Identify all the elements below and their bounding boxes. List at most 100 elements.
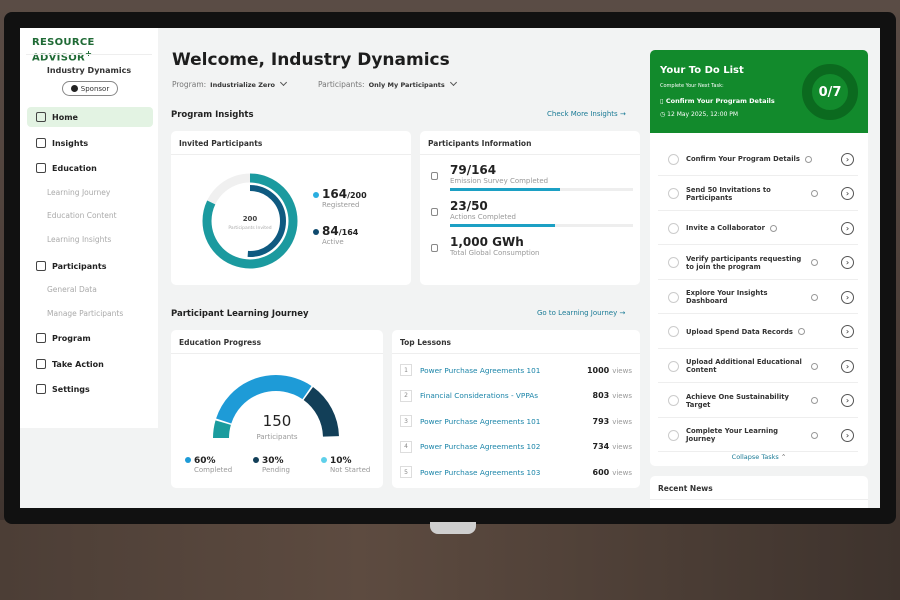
progress-bar <box>450 188 633 191</box>
due-date: ◷ 12 May 2025, 12:00 PM <box>660 111 739 118</box>
chart-pie-icon <box>36 138 46 148</box>
sidebar-item-manage-participants[interactable]: Manage Participants <box>47 309 124 318</box>
todo-task[interactable]: Invite a Collaborator › <box>658 212 858 245</box>
todo-task[interactable]: Explore Your Insights Dashboard › <box>658 281 858 314</box>
help-icon[interactable] <box>811 259 818 266</box>
todo-task[interactable]: Achieve One Sustainability Target › <box>658 385 858 418</box>
todo-task[interactable]: Upload Spend Data Records › <box>658 316 858 349</box>
lesson-row[interactable]: 4 Power Purchase Agreements 102 734 views <box>400 434 632 460</box>
todo-list: Confirm Your Program Details › Send 50 Inv… <box>650 133 868 466</box>
lesson-row[interactable]: 3 Power Purchase Agreements 101 793 views <box>400 408 632 434</box>
sidebar-item-general-data[interactable]: General Data <box>47 285 97 294</box>
help-icon[interactable] <box>804 155 812 163</box>
sponsor-icon <box>70 85 78 92</box>
chevron-right-icon[interactable]: › <box>841 256 854 269</box>
todo-progress-ring: 0/7 <box>802 64 858 120</box>
todo-task[interactable]: Send 50 Invitations to Participants › <box>658 178 858 211</box>
chevron-right-icon[interactable]: › <box>841 394 854 407</box>
invited-donut: 200 <box>202 173 298 269</box>
task-checkbox[interactable] <box>668 429 679 441</box>
program-select[interactable]: Program: Industrialize Zero <box>172 78 288 89</box>
task-checkbox[interactable] <box>668 395 679 406</box>
help-icon[interactable] <box>811 293 818 301</box>
home-icon <box>36 112 46 122</box>
task-checkbox[interactable] <box>668 291 679 303</box>
chevron-right-icon[interactable]: › <box>841 290 854 304</box>
task-checkbox[interactable] <box>668 360 679 372</box>
chevron-right-icon[interactable]: › <box>841 325 854 338</box>
action-icon <box>36 359 46 369</box>
sidebar-item-take-action[interactable]: Take Action <box>27 354 153 374</box>
sidebar-item-program[interactable]: Program <box>27 328 153 348</box>
sidebar-item-learning-journey[interactable]: Learning Journey <box>47 188 111 197</box>
help-icon[interactable] <box>811 431 818 439</box>
lesson-link: Power Purchase Agreements 101 <box>420 365 541 375</box>
chevron-right-icon[interactable]: › <box>841 428 854 442</box>
gauge-segment-not-started <box>213 420 231 439</box>
participants-select[interactable]: Participants: Only My Participants <box>318 78 457 89</box>
task-checkbox[interactable] <box>668 153 679 165</box>
todo-task[interactable]: Confirm Your Program Details › <box>658 143 858 176</box>
active-stat: 84/164 Active <box>313 224 358 246</box>
lesson-link: Financial Considerations - VPPAs <box>420 391 539 400</box>
lesson-row[interactable]: 2 Financial Considerations - VPPAs 803 view… <box>400 383 632 409</box>
logo[interactable]: RESOURCE ADVISOR+ <box>32 37 95 64</box>
todo-task[interactable]: Verify participants requesting to join t… <box>658 247 858 280</box>
todo-task[interactable]: Upload Additional Educational Content › <box>658 350 858 383</box>
next-task-link[interactable]: ▯ Confirm Your Program Details <box>660 97 775 105</box>
lesson-row[interactable]: 5 Power Purchase Agreements 103 600 views <box>400 459 632 485</box>
todo-header: Your To Do List Complete Your Next Task:… <box>650 50 868 133</box>
lesson-row[interactable]: 1 Power Purchase Agreements 101 1000 views <box>400 357 632 383</box>
registered-arc <box>202 173 298 269</box>
next-task-label: Complete Your Next Task: <box>660 83 724 89</box>
recent-news-card: Recent News <box>650 476 868 508</box>
section-title: Participant Learning Journey <box>171 309 309 319</box>
bulb-icon <box>431 244 438 252</box>
list-icon <box>36 333 46 343</box>
sidebar-item-participants[interactable]: Participants <box>27 256 153 276</box>
people-icon <box>36 261 46 271</box>
task-checkbox[interactable] <box>668 222 679 234</box>
sidebar-item-home[interactable]: Home <box>27 107 153 127</box>
sidebar-item-learning-insights[interactable]: Learning Insights <box>47 235 112 244</box>
chevron-right-icon[interactable]: › <box>841 152 854 166</box>
education-gauge <box>213 375 339 439</box>
task-checkbox[interactable] <box>668 257 679 268</box>
legend-item: 10% Not Started <box>321 456 370 474</box>
task-checkbox[interactable] <box>668 326 679 337</box>
task-checkbox[interactable] <box>668 188 679 199</box>
sidebar-item-education-content[interactable]: Education Content <box>47 211 117 220</box>
todo-title: Your To Do List <box>660 65 744 76</box>
chevron-right-icon[interactable]: › <box>841 221 854 235</box>
sidebar-item-education[interactable]: Education <box>27 158 153 178</box>
invited-participants-card: Invited Participants 200 Participants In… <box>171 131 411 285</box>
help-icon[interactable] <box>797 328 805 335</box>
top-lessons-card: Top Lessons 1 Power Purchase Agreements 1… <box>392 330 640 488</box>
help-icon[interactable] <box>769 224 777 232</box>
gauge-center-value: 150 <box>262 412 292 430</box>
lesson-link: Power Purchase Agreements 101 <box>420 416 541 426</box>
arrow-right-icon: → <box>619 110 626 118</box>
lesson-link: Power Purchase Agreements 103 <box>420 467 541 477</box>
chevron-right-icon[interactable]: › <box>841 187 854 200</box>
help-icon[interactable] <box>811 362 818 370</box>
gear-icon <box>36 384 46 394</box>
participants-information-card: Participants Information 79/164 Emission … <box>420 131 640 285</box>
sidebar-item-settings[interactable]: Settings <box>27 379 153 399</box>
info-row: 1,000 GWh Total Global Consumption <box>428 235 633 257</box>
collapse-tasks-button[interactable]: Collapse Tasks ⌃ <box>731 453 787 461</box>
screen: RESOURCE ADVISOR+ Industry Dynamics Spon… <box>20 28 880 508</box>
todo-task[interactable]: Complete Your Learning Journey › <box>658 419 858 452</box>
go-to-learning-journey-link[interactable]: Go to Learning Journey → <box>537 309 626 317</box>
info-row: 79/164 Emission Survey Completed <box>428 163 633 191</box>
check-more-insights-link[interactable]: Check More Insights → <box>547 110 626 118</box>
help-icon[interactable] <box>811 190 818 197</box>
help-icon[interactable] <box>811 397 818 404</box>
role-badge: Sponsor <box>62 81 118 96</box>
card-title: Education Progress <box>171 330 383 354</box>
page-title: Welcome, Industry Dynamics <box>172 50 450 70</box>
sidebar: RESOURCE ADVISOR+ Industry Dynamics Spon… <box>20 28 158 428</box>
sidebar-item-insights[interactable]: Insights <box>27 133 153 153</box>
gauge-center-label: Participants <box>256 433 298 441</box>
chevron-right-icon[interactable]: › <box>841 359 854 373</box>
